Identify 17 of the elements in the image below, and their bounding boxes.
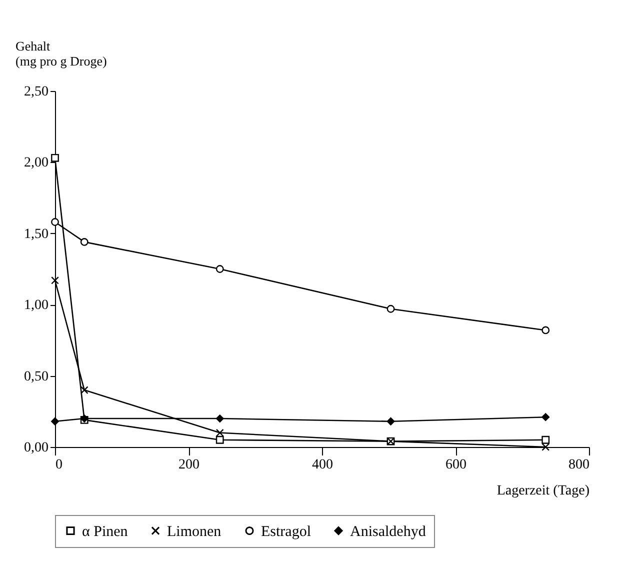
x-tick-label: 200 [178,458,200,472]
y-axis-title: Gehalt (mg pro g Droge) [16,38,107,68]
x-tick-label: 600 [446,458,466,472]
y-tick-label: 0,50 [24,369,48,384]
x-tick-label: 800 [568,458,590,472]
legend-label: α Pinen [82,524,128,540]
x-tick-label: 0 [56,458,62,472]
legend-label: Anisaldehyd [350,524,426,540]
y-tick-label: 0,00 [24,440,48,456]
x-tick-label: 400 [312,458,333,472]
legend-label: Estragol [261,524,311,540]
y-tick-label: 2,00 [24,156,48,171]
legend-label: Limonen [167,524,222,540]
y-tick-label: 1,50 [24,226,48,242]
x-axis-title: Lagerzeit (Tage) [496,484,590,498]
y-tick-label: 2,50 [24,84,48,100]
y-tick-label: 1,00 [24,298,48,314]
